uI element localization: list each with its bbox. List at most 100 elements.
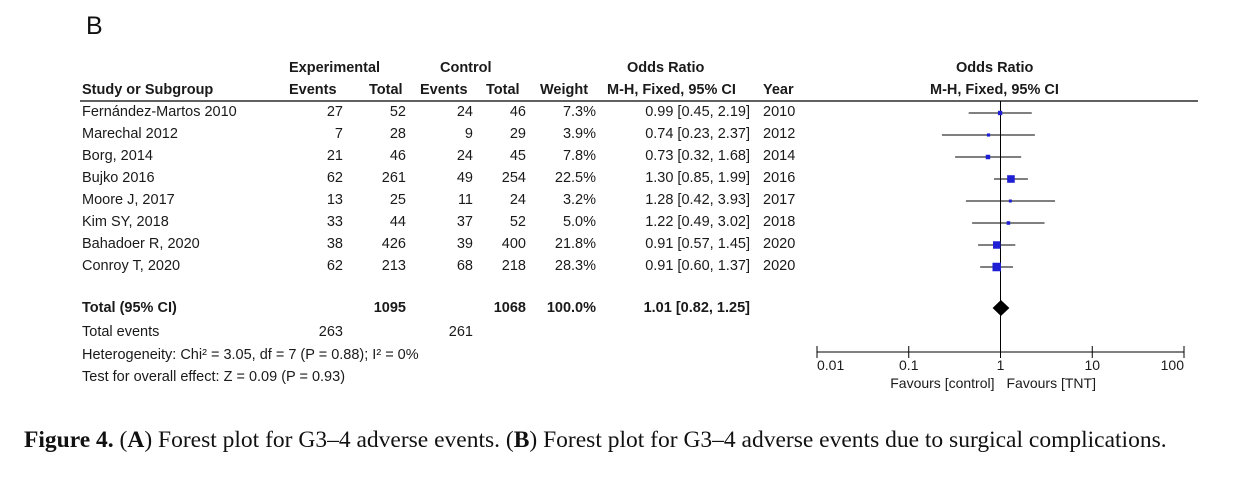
control-total: 218 <box>501 258 526 274</box>
study-ci: 1.30 [0.85, 1.99] <box>645 170 750 186</box>
control-events: 39 <box>456 236 473 252</box>
control-events: 24 <box>456 104 473 120</box>
control-events: 24 <box>456 148 473 164</box>
header-events-1: Events <box>289 82 337 98</box>
study-weight: 3.2% <box>562 192 596 208</box>
study-name: Bahadoer R, 2020 <box>82 236 200 252</box>
study-year: 2017 <box>763 192 796 208</box>
figure-caption: Figure 4. (A) Forest plot for G3–4 adver… <box>24 424 1249 457</box>
study-weight: 3.9% <box>562 126 596 142</box>
forest-plot: 0.01 0.1 1 10 100 Favours [control] Favours [T… <box>80 100 1198 391</box>
control-total: 400 <box>501 236 526 252</box>
experimental-events: 62 <box>326 170 343 186</box>
study-year: 2014 <box>763 148 796 164</box>
caption-b-open: ( <box>505 427 514 453</box>
study-name: Kim SY, 2018 <box>82 214 169 230</box>
header-experimental: Experimental <box>289 60 381 76</box>
study-weight: 21.8% <box>554 236 596 252</box>
point-estimate-box <box>1008 199 1012 203</box>
study-year: 2012 <box>763 126 796 142</box>
experimental-total: 52 <box>389 104 406 120</box>
caption-figure-number: Figure 4. <box>24 427 114 453</box>
experimental-total: 46 <box>389 148 406 164</box>
total-label: Total (95% CI) <box>82 300 177 316</box>
header-year: Year <box>763 82 794 98</box>
study-weight: 5.0% <box>562 214 596 230</box>
study-name: Borg, 2014 <box>82 148 153 164</box>
study-year: 2020 <box>763 236 796 252</box>
caption-a-text: ) Forest plot for G3–4 adverse events. <box>144 427 501 453</box>
pooled-diamond <box>992 300 1010 316</box>
total-ci: 1.01 [0.82, 1.25] <box>643 300 750 316</box>
header-control: Control <box>440 60 492 76</box>
experimental-total: 44 <box>389 214 406 230</box>
experimental-total: 213 <box>381 258 406 274</box>
study-ci: 1.28 [0.42, 3.93] <box>645 192 750 208</box>
header-method-right: M-H, Fixed, 95% CI <box>930 82 1059 98</box>
point-estimate-box <box>997 110 1003 116</box>
point-estimate-box <box>993 241 1001 249</box>
header-events-2: Events <box>420 82 468 98</box>
study-weight: 22.5% <box>554 170 596 186</box>
caption-a-open: ( <box>119 427 128 453</box>
study-name: Marechal 2012 <box>82 126 178 142</box>
control-events: 49 <box>456 170 473 186</box>
heterogeneity-text: Heterogeneity: Chi² = 3.05, df = 7 (P = … <box>82 347 419 363</box>
study-ci: 1.22 [0.49, 3.02] <box>645 214 750 230</box>
study-name: Moore J, 2017 <box>82 192 175 208</box>
header-total-1: Total <box>369 82 403 98</box>
control-total: 254 <box>501 170 526 186</box>
study-weight: 7.3% <box>562 104 596 120</box>
experimental-total: 261 <box>381 170 406 186</box>
control-total: 29 <box>509 126 526 142</box>
study-name: Bujko 2016 <box>82 170 155 186</box>
favours-tnt-label: Favours [TNT] <box>1007 375 1096 391</box>
favours-control-label: Favours [control] <box>890 375 994 391</box>
x-tick-label: 1 <box>997 357 1005 373</box>
total-events-control: 261 <box>448 324 473 340</box>
header-weight: Weight <box>540 82 589 98</box>
overall-effect-text: Test for overall effect: Z = 0.09 (P = 0… <box>82 369 346 385</box>
study-name: Fernández-Martos 2010 <box>82 104 237 120</box>
control-total: 45 <box>509 148 526 164</box>
header-method-left: M-H, Fixed, 95% CI <box>607 82 736 98</box>
caption-b-letter: B <box>513 427 530 453</box>
study-year: 2016 <box>763 170 796 186</box>
study-ci: 0.74 [0.23, 2.37] <box>645 126 750 142</box>
study-ci: 0.99 [0.45, 2.19] <box>645 104 750 120</box>
total-control: 1068 <box>493 300 526 316</box>
study-name: Conroy T, 2020 <box>82 258 181 274</box>
point-estimate-box <box>992 262 1001 272</box>
point-estimate-box <box>985 154 991 160</box>
total-events-experimental: 263 <box>318 324 343 340</box>
experimental-total: 28 <box>389 126 406 142</box>
experimental-events: 13 <box>326 192 343 208</box>
experimental-events: 21 <box>326 148 343 164</box>
total-events-label: Total events <box>82 324 160 340</box>
header-study: Study or Subgroup <box>82 82 214 98</box>
x-tick-label: 0.01 <box>817 357 844 373</box>
study-ci: 0.91 [0.57, 1.45] <box>645 236 750 252</box>
caption-b-text: ) Forest plot for G3–4 adverse events du… <box>529 427 1167 453</box>
control-total: 52 <box>509 214 526 230</box>
x-tick-label: 100 <box>1161 357 1185 373</box>
experimental-total: 426 <box>381 236 406 252</box>
control-events: 9 <box>464 126 473 142</box>
x-tick-label: 10 <box>1084 357 1100 373</box>
study-year: 2020 <box>763 258 796 274</box>
point-estimate-box <box>1006 221 1011 225</box>
x-tick-label: 0.1 <box>899 357 919 373</box>
point-estimate-box <box>986 133 991 137</box>
experimental-events: 38 <box>326 236 343 252</box>
caption-a-letter: A <box>127 427 145 453</box>
header-odds-ratio-left: Odds Ratio <box>627 60 705 76</box>
control-events: 37 <box>456 214 473 230</box>
header-odds-ratio-right: Odds Ratio <box>956 60 1034 76</box>
total-experimental: 1095 <box>373 300 406 316</box>
point-estimate-box <box>1007 175 1015 183</box>
study-ci: 0.91 [0.60, 1.37] <box>645 258 750 274</box>
study-year: 2018 <box>763 214 796 230</box>
experimental-events: 27 <box>326 104 343 120</box>
experimental-events: 33 <box>326 214 343 230</box>
total-weight: 100.0% <box>546 300 596 316</box>
